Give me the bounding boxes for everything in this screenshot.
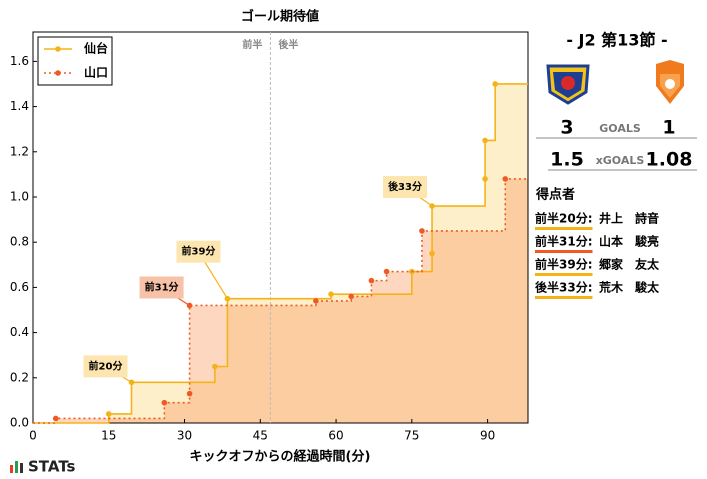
credit: © SPORTERIA <box>446 406 522 419</box>
annotation: 前39分 <box>182 245 216 258</box>
x-tick-label: 0 <box>29 429 37 443</box>
scorer-name: 郷家 友太 <box>599 257 660 272</box>
scorer-underline <box>535 250 593 253</box>
point <box>482 176 488 182</box>
home-goals: 3 <box>560 117 573 139</box>
annotation-box <box>83 355 128 378</box>
step-line <box>33 83 528 424</box>
point <box>313 298 319 304</box>
x-axis-label: キックオフからの経過時間(分) <box>190 449 371 465</box>
goals-label: GOALS <box>599 122 641 135</box>
point <box>224 295 231 302</box>
scorer-time: 前半39分: <box>535 257 593 272</box>
point <box>383 268 390 275</box>
point <box>429 250 435 257</box>
x-tick-label: 15 <box>101 429 116 443</box>
point <box>502 176 509 182</box>
y-tick-label: 0.0 <box>10 416 29 430</box>
legend-marker <box>55 70 61 76</box>
chart-title: ゴール期待値 <box>241 9 319 25</box>
scorer-name: 井上 詩音 <box>599 211 659 226</box>
scorer-underline <box>535 296 593 299</box>
scorer-name: 荒木 駿太 <box>598 280 660 295</box>
point <box>105 411 112 417</box>
annotation: 後33分 <box>388 180 422 193</box>
point <box>212 363 218 370</box>
brand-logo: STATs <box>10 458 76 476</box>
away-logo <box>656 60 684 104</box>
y-tick-label: 0.2 <box>10 370 29 384</box>
halftime-label: 前半 <box>242 38 262 51</box>
scorers-title: 得点者 <box>535 187 575 203</box>
area <box>33 83 528 423</box>
legend-marker <box>55 46 61 52</box>
y-tick-label: 1.2 <box>10 144 29 158</box>
y-tick-label: 0.8 <box>10 235 29 249</box>
point <box>492 81 498 87</box>
point <box>161 399 168 406</box>
y-tick-label: 0.4 <box>10 325 29 339</box>
legend-label: 仙台 <box>84 41 108 56</box>
halftime-label: 後半 <box>278 38 298 51</box>
legend-label: 山口 <box>84 65 108 80</box>
annotation-box <box>176 240 221 263</box>
scorer-time: 前半20分: <box>535 211 593 226</box>
home-logo <box>546 64 590 105</box>
scorer-underline <box>535 273 593 276</box>
scorer-name: 山本 駿亮 <box>599 234 659 249</box>
y-tick-label: 1.6 <box>10 54 29 68</box>
annotation-box <box>139 276 184 299</box>
scorer-underline <box>535 227 593 230</box>
point <box>186 390 193 397</box>
annotation: 前31分 <box>145 280 179 293</box>
point <box>419 228 425 234</box>
brand-name: STATs <box>28 458 76 476</box>
x-tick-label: 45 <box>253 429 268 443</box>
x-tick-label: 30 <box>177 429 192 443</box>
point <box>368 277 375 284</box>
y-tick-label: 1.4 <box>10 99 29 113</box>
annotation-box <box>383 176 428 199</box>
away-goals: 1 <box>662 117 675 139</box>
point <box>52 415 59 422</box>
y-tick-label: 0.6 <box>10 280 29 294</box>
legend-box <box>37 36 113 86</box>
y-tick-label: 1.0 <box>10 189 29 203</box>
point <box>328 291 334 297</box>
x-tick-label: 75 <box>404 429 419 443</box>
area <box>33 178 528 423</box>
point <box>482 137 488 144</box>
xg-label: xGOALS <box>596 154 645 167</box>
annotation: 前20分 <box>89 359 123 372</box>
home-xg: 1.5 <box>550 149 584 171</box>
scorer-time: 前半31分: <box>535 234 593 249</box>
scorer-time: 後半33分: <box>535 280 593 295</box>
x-tick-label: 90 <box>480 429 495 443</box>
away-xg: 1.08 <box>646 149 693 171</box>
point <box>348 293 355 300</box>
step-line <box>33 178 528 424</box>
x-tick-label: 60 <box>328 429 343 443</box>
plot-frame <box>32 31 529 424</box>
round: - J2 第13節 - <box>566 31 667 50</box>
